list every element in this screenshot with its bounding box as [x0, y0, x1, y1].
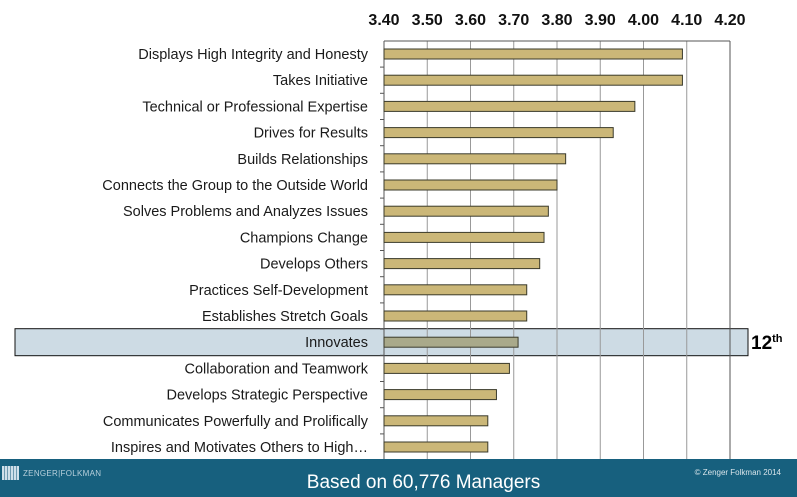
- x-tick-label: 3.50: [412, 12, 443, 29]
- bar: [383, 336, 519, 348]
- highlight-band: [14, 328, 749, 357]
- bar: [383, 179, 558, 191]
- caption: Based on 60,776 Managers: [306, 472, 541, 493]
- bar: [383, 127, 614, 139]
- category-label: Connects the Group to the Outside World: [102, 178, 368, 194]
- x-tick-label: 3.80: [541, 12, 572, 29]
- x-tick-label: 3.40: [368, 12, 399, 29]
- copyright: © Zenger Folkman 2014: [694, 468, 781, 477]
- logo-icon: [2, 466, 19, 480]
- category-label: Builds Relationships: [237, 152, 368, 168]
- category-label: Takes Initiative: [273, 73, 368, 89]
- bar: [383, 415, 489, 427]
- x-tick-label: 3.60: [455, 12, 486, 29]
- category-label: Develops Strategic Perspective: [167, 388, 369, 404]
- bar: [383, 362, 510, 374]
- bar: [383, 231, 545, 243]
- category-label: Establishes Stretch Goals: [202, 309, 368, 325]
- category-label: Practices Self-Development: [189, 283, 368, 299]
- bar: [383, 205, 549, 217]
- bar: [383, 258, 541, 270]
- bar: [383, 100, 636, 112]
- footer-bar: ZENGER|FOLKMAN Based on 60,776 Managers …: [0, 459, 797, 497]
- brand-name: ZENGER|FOLKMAN: [23, 469, 102, 478]
- bar: [383, 153, 567, 165]
- category-label: Collaboration and Teamwork: [184, 361, 368, 377]
- category-label: Displays High Integrity and Honesty: [138, 47, 368, 63]
- bar-chart: 3.40 3.50 3.60 3.70 3.80 3.90 4.00 4.10 4.20 Disp…: [14, 12, 783, 459]
- bar: [383, 74, 683, 86]
- category-label: Solves Problems and Analyzes Issues: [123, 204, 368, 220]
- category-label: Innovates: [305, 335, 368, 351]
- x-tick-label: 3.90: [585, 12, 616, 29]
- bar: [383, 389, 497, 401]
- category-label: Inspires and Motivates Others to High…: [111, 440, 368, 456]
- x-tick-label: 3.70: [498, 12, 529, 29]
- category-label: Develops Others: [260, 257, 368, 273]
- x-tick-label: 4.10: [671, 12, 702, 29]
- x-tick-label: 4.00: [628, 12, 659, 29]
- bar: [383, 310, 528, 322]
- x-tick-label: 4.20: [714, 12, 745, 29]
- category-label: Drives for Results: [254, 126, 368, 142]
- category-label: Technical or Professional Expertise: [142, 99, 368, 115]
- bar: [383, 284, 528, 296]
- bar: [383, 441, 489, 453]
- category-label: Champions Change: [240, 230, 368, 246]
- category-label: Communicates Powerfully and Prolifically: [103, 414, 369, 430]
- bar: [383, 48, 683, 60]
- rank-suffix: th: [772, 333, 783, 345]
- rank-label: 12th: [751, 333, 783, 354]
